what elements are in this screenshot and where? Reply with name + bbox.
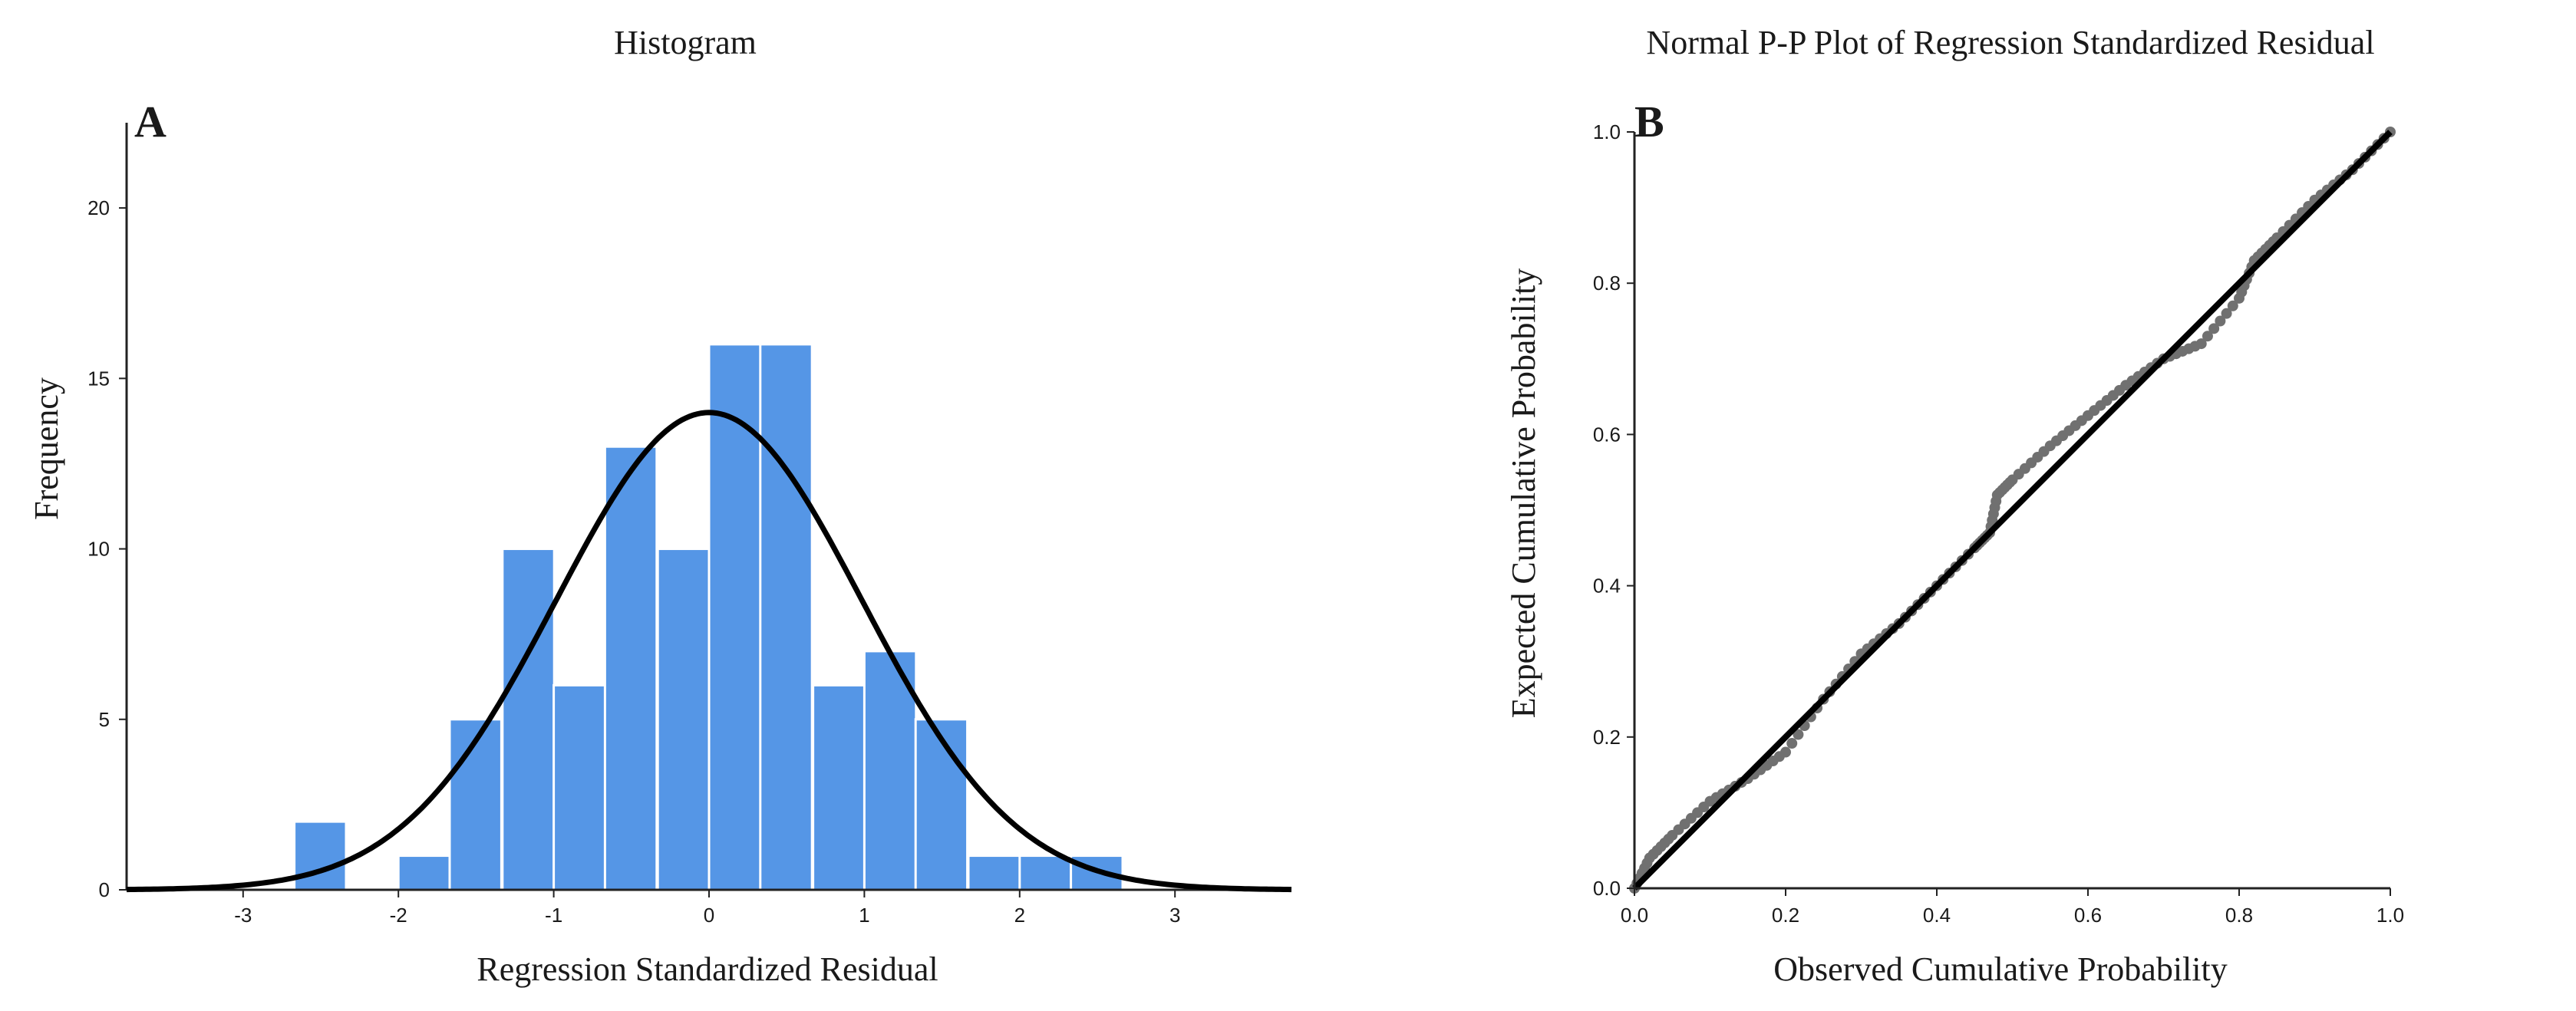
- y-tick-label: 20: [87, 196, 110, 219]
- y-tick-label: 0.2: [1593, 726, 1621, 749]
- pp-point: [1786, 738, 1798, 749]
- x-tick-label: 0.6: [2074, 904, 2102, 927]
- histogram-title: Histogram: [614, 24, 757, 61]
- pp-axes: 0.0 0.2 0.4 0.6 0.8 1.0 0.0 0.2 0.4 0.6 0.8 1.0: [1593, 120, 2404, 927]
- pp-point: [2202, 331, 2213, 342]
- x-tick-label: -1: [545, 904, 562, 927]
- histogram-bar: [759, 343, 813, 891]
- x-tick-label: 1: [859, 904, 869, 927]
- panel-label-b: B: [1634, 97, 1664, 147]
- y-tick-label: 0.8: [1593, 272, 1621, 295]
- pp-point: [2221, 308, 2232, 319]
- pp-y-axis-title: Expected Cumulative Probability: [1505, 268, 1542, 719]
- histogram-bar: [293, 820, 348, 891]
- pp-plot-panel: Normal P-P Plot of Regression Standardiz…: [1505, 24, 2404, 988]
- histogram-bar: [914, 718, 969, 891]
- y-tick-label: 10: [87, 538, 110, 561]
- histogram-x-axis-title: Regression Standardized Residual: [477, 950, 938, 988]
- histogram-bars: [293, 343, 1124, 891]
- y-tick-label: 0.0: [1593, 877, 1621, 900]
- y-tick-label: 0.4: [1593, 575, 1621, 598]
- x-tick-label: 0.4: [1923, 904, 1951, 927]
- histogram-bar: [397, 855, 452, 891]
- y-tick-label: 0.6: [1593, 423, 1621, 446]
- pp-x-axis-title: Observed Cumulative Probability: [1773, 950, 2227, 988]
- pp-point: [1780, 746, 1791, 758]
- histogram-bar: [707, 343, 762, 891]
- x-tick-label: 0.2: [1772, 904, 1799, 927]
- histogram-bar: [603, 445, 658, 891]
- x-tick-label: 0.8: [2225, 904, 2253, 927]
- histogram-bar: [812, 683, 866, 891]
- x-tick-label: -3: [234, 904, 252, 927]
- histogram-y-axis-title: Frequency: [28, 377, 65, 520]
- y-tick-label: 15: [87, 367, 110, 390]
- histogram-bar: [552, 683, 607, 891]
- y-tick-label: 1.0: [1593, 120, 1621, 143]
- y-tick-label: 0: [99, 878, 110, 901]
- pp-point: [2215, 315, 2226, 327]
- histogram-bar: [1018, 855, 1073, 891]
- reference-line: [1632, 130, 2393, 891]
- x-tick-label: 3: [1169, 904, 1180, 927]
- pp-point: [2208, 323, 2220, 334]
- pp-point: [1793, 729, 1804, 740]
- x-tick-label: 1.0: [2376, 904, 2404, 927]
- normal-curve: [126, 410, 1292, 893]
- x-tick-label: 2: [1014, 904, 1025, 927]
- y-tick-label: 5: [99, 708, 110, 731]
- pp-plot-title: Normal P-P Plot of Regression Standardiz…: [1646, 24, 2374, 61]
- x-tick-label: 0.0: [1621, 904, 1648, 927]
- panel-label-a: A: [134, 97, 167, 147]
- histogram-bar: [656, 548, 711, 891]
- pp-point: [2195, 338, 2207, 350]
- histogram-bar: [967, 855, 1021, 891]
- pp-point: [2227, 300, 2238, 311]
- histogram-axes: 0 5 10 15 20 -3 -2 -1 0 1 2 3: [87, 123, 1291, 927]
- histogram-bar: [501, 548, 556, 891]
- histogram-panel: Histogram A Frequency Regression Standar…: [28, 24, 1292, 988]
- x-tick-label: -2: [390, 904, 407, 927]
- x-tick-label: 0: [704, 904, 714, 927]
